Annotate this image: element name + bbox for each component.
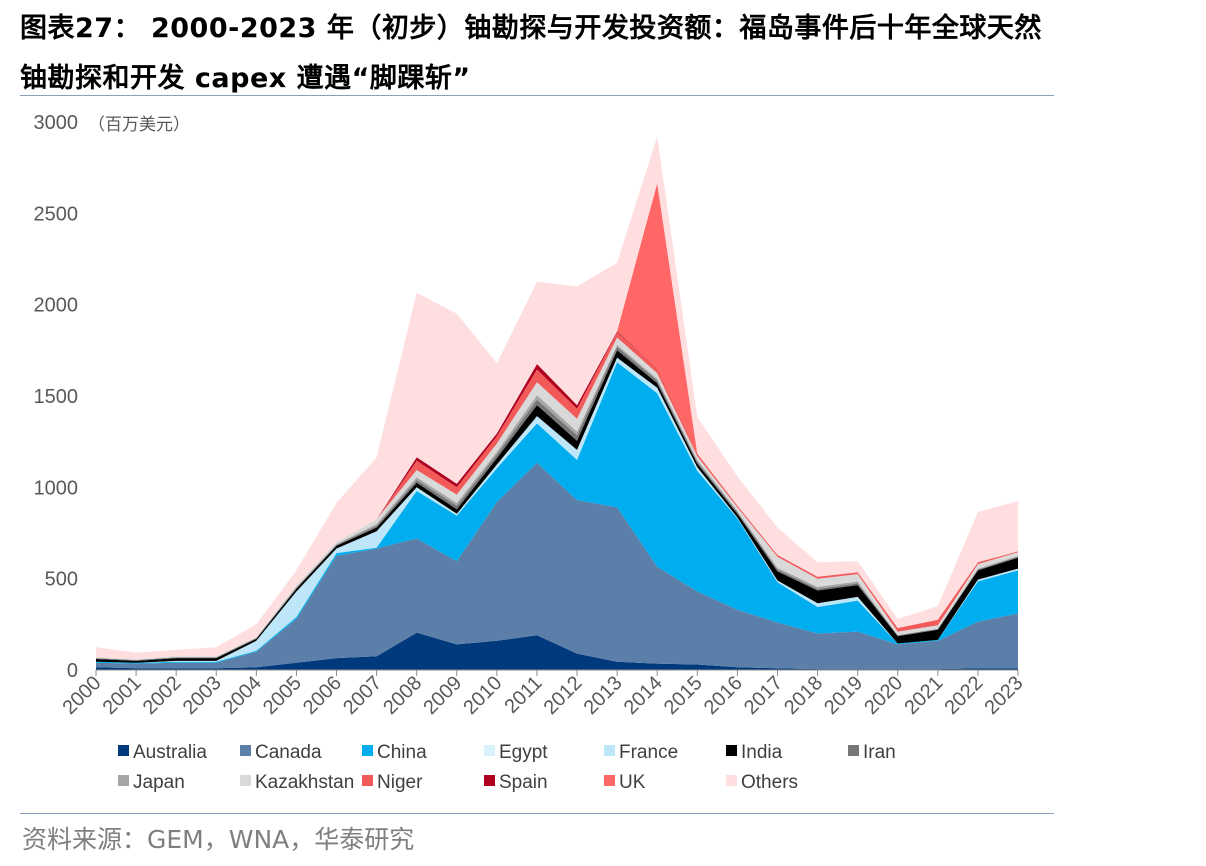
source-note: 资料来源：GEM，WNA，华泰研究 xyxy=(22,825,415,854)
legend-label-iran: Iran xyxy=(863,742,896,763)
x-tick-label: 2021 xyxy=(900,672,947,719)
x-tick-label: 2008 xyxy=(379,672,426,719)
y-tick-label: 1500 xyxy=(34,386,79,408)
y-tick-label: 2500 xyxy=(34,203,79,225)
x-tick-label: 2020 xyxy=(860,672,907,719)
legend-label-uk: UK xyxy=(619,772,646,793)
x-tick-label: 2007 xyxy=(339,672,386,719)
x-tick-label: 2002 xyxy=(139,672,186,719)
area-series-canada xyxy=(96,462,1018,670)
legend-swatch-india xyxy=(726,745,737,756)
x-tick-label: 2014 xyxy=(620,672,667,719)
legend-label-japan: Japan xyxy=(133,772,185,793)
legend-swatch-uk xyxy=(604,775,615,786)
legend-swatch-canada xyxy=(240,745,251,756)
legend-label-canada: Canada xyxy=(255,742,322,763)
x-tick-label: 2012 xyxy=(540,672,587,719)
x-tick-label: 2001 xyxy=(99,672,146,719)
legend-swatch-australia xyxy=(118,745,129,756)
legend-swatch-iran xyxy=(848,745,859,756)
x-tick-label: 2000 xyxy=(59,672,106,719)
legend-label-spain: Spain xyxy=(499,772,548,793)
footer-divider xyxy=(20,813,1054,814)
legend-label-niger: Niger xyxy=(377,772,423,793)
legend-swatch-others xyxy=(726,775,737,786)
y-unit-label: （百万美元） xyxy=(88,115,190,135)
legend-label-france: France xyxy=(619,742,678,763)
figure-title: 图表27： 2000-2023 年（初步）铀勘探与开发投资额：福岛事件后十年全球… xyxy=(20,13,1042,94)
legend-swatch-kazakhstan xyxy=(240,775,251,786)
x-tick-label: 2015 xyxy=(660,672,707,719)
y-tick-label: 500 xyxy=(45,569,78,591)
legend-swatch-egypt xyxy=(484,745,495,756)
legend-label-kazakhstan: Kazakhstan xyxy=(255,772,354,793)
x-tick-label: 2016 xyxy=(700,672,747,719)
x-tick-label: 2003 xyxy=(179,672,226,719)
legend-swatch-niger xyxy=(362,775,373,786)
x-tick-label: 2011 xyxy=(501,672,547,718)
legend-label-egypt: Egypt xyxy=(499,742,548,763)
area-series-france xyxy=(96,357,1018,663)
area-series-australia xyxy=(96,632,1018,670)
x-tick-label: 2017 xyxy=(740,672,787,719)
legend-label-india: India xyxy=(741,742,783,763)
area-series-kazakhstan xyxy=(96,337,1018,660)
legend-label-others: Others xyxy=(741,772,798,793)
x-tick-label: 2004 xyxy=(219,672,266,719)
legend-label-china: China xyxy=(377,742,427,763)
legend-swatch-china xyxy=(362,745,373,756)
x-tick-label: 2023 xyxy=(981,672,1028,719)
area-series-others xyxy=(96,136,1018,660)
legend-swatch-spain xyxy=(484,775,495,786)
x-tick-label: 2019 xyxy=(820,672,867,719)
area-series-niger xyxy=(96,332,1018,659)
legend-swatch-japan xyxy=(118,775,129,786)
legend-swatch-france xyxy=(604,745,615,756)
area-series-india xyxy=(96,350,1018,663)
x-tick-label: 2010 xyxy=(459,672,506,719)
x-tick-label: 2006 xyxy=(299,672,346,719)
x-tick-label: 2005 xyxy=(259,672,306,719)
y-tick-label: 3000 xyxy=(34,112,79,134)
x-tick-label: 2013 xyxy=(580,672,627,719)
y-tick-label: 1000 xyxy=(34,477,79,499)
title-divider xyxy=(20,95,1054,96)
legend-label-australia: Australia xyxy=(133,742,207,763)
x-tick-label: 2018 xyxy=(780,672,827,719)
x-tick-label: 2009 xyxy=(419,672,466,719)
x-tick-label: 2022 xyxy=(940,672,987,719)
y-tick-label: 2000 xyxy=(34,295,79,317)
y-tick-label: 0 xyxy=(67,660,78,682)
